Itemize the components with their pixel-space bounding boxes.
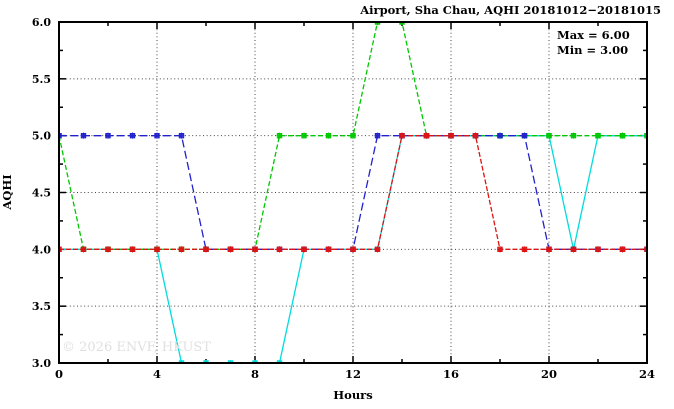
y-tick-label: 6.0	[32, 16, 51, 29]
x-tick-label: 12	[345, 367, 361, 381]
series-group	[59, 22, 647, 363]
day-red-markers	[59, 132, 647, 253]
y-axis-title: AQHI	[0, 174, 14, 210]
y-tick-label: 5.5	[32, 73, 51, 86]
y-tick-label: 4.0	[32, 243, 51, 256]
day-red-line	[59, 135, 647, 250]
x-tick-label: 4	[153, 367, 161, 381]
x-tick-label: 24	[639, 367, 655, 381]
y-tick-label: 5.0	[32, 130, 51, 143]
x-axis-title: Hours	[333, 388, 373, 402]
plot-border	[58, 21, 648, 364]
x-tick-label: 16	[443, 367, 459, 381]
y-tick-label: 3.5	[32, 300, 51, 313]
day-blue-line	[59, 135, 647, 250]
y-tick-label: 3.0	[32, 357, 51, 370]
y-tick-label: 4.5	[32, 187, 51, 200]
chart-title: Airport, Sha Chau, AQHI 20181012−2018101…	[360, 3, 661, 17]
max-min-annotation: Max = 6.00 Min = 3.00	[557, 28, 630, 58]
x-tick-label: 8	[251, 367, 259, 381]
watermark: © 2026 ENVF, HKUST	[62, 340, 211, 355]
x-tick-label: 20	[541, 367, 557, 381]
min-annotation: Min = 3.00	[557, 43, 629, 57]
max-annotation: Max = 6.00	[557, 28, 630, 42]
x-tick-label: 0	[55, 367, 63, 381]
